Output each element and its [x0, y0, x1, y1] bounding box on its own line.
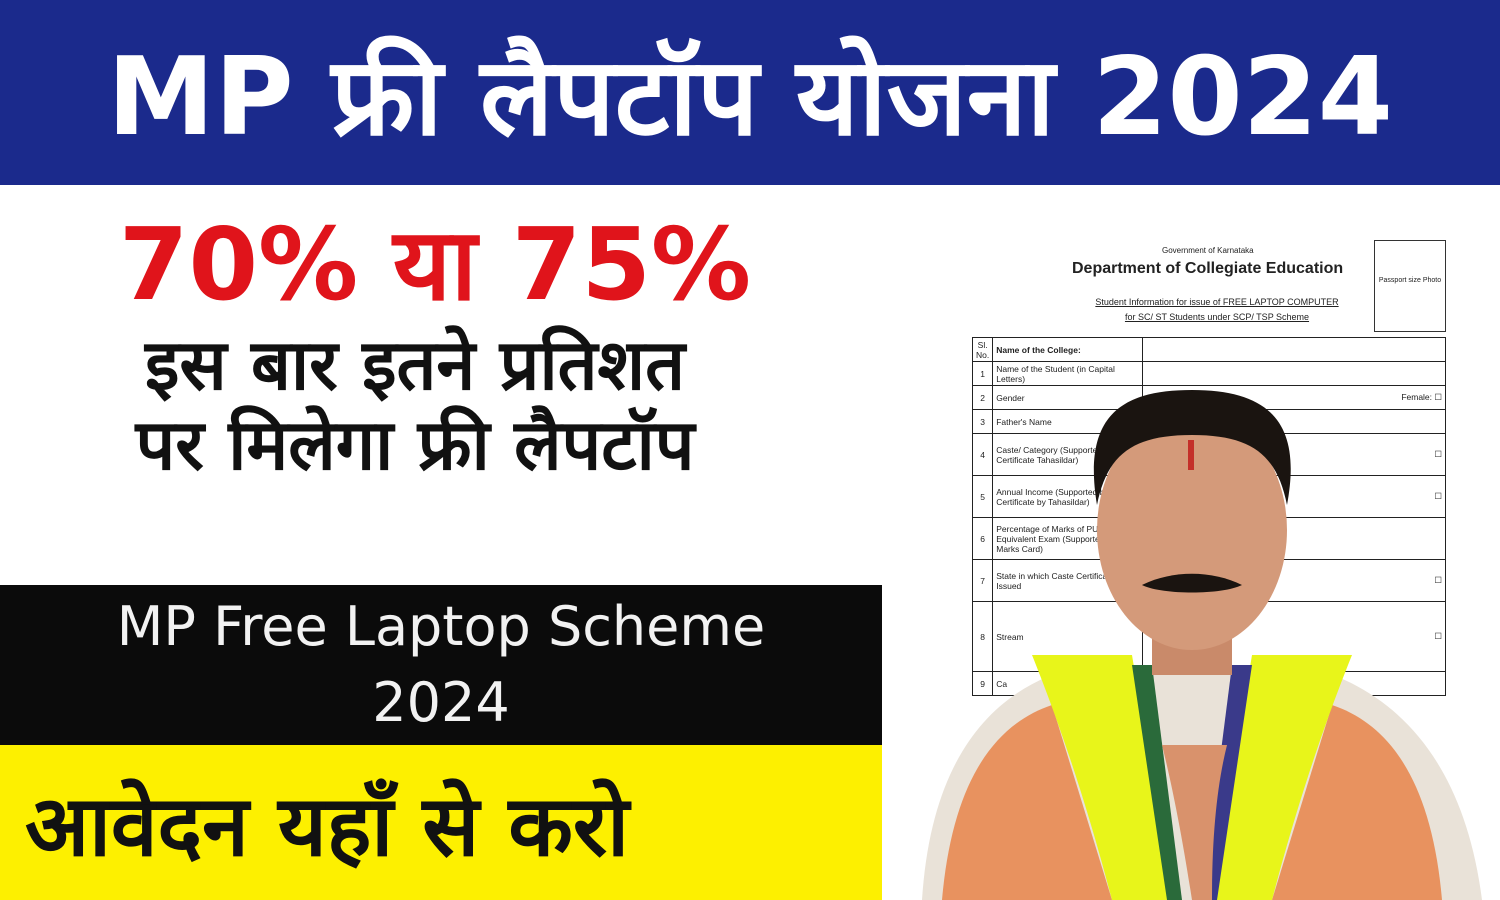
person-photo — [922, 390, 1482, 900]
form-image: Government of Karnataka Department of Co… — [882, 185, 1500, 900]
subheadline-line-2: पर मिलेगा फ्री लैपटॉप — [135, 404, 695, 486]
form-subtitle-2: for SC/ ST Students under SCP/ TSP Schem… — [1124, 312, 1310, 322]
form-subtitle-1: Student Information for issue of FREE LA… — [1095, 297, 1339, 307]
college-name-header: Name of the College: — [992, 337, 1144, 362]
row-number: 6 — [971, 517, 994, 560]
percent-headline: 70% या 75% — [118, 206, 752, 323]
form-subtitle: Student Information for issue of FREE LA… — [1062, 295, 1372, 325]
eligibility-panel: 70% या 75% इस बार इतने प्रतिशत पर मिलेगा… — [0, 185, 870, 585]
row-label: Gender — [992, 385, 1144, 410]
form-government: Government of Karnataka — [1162, 246, 1254, 255]
form-department: Department of Collegiate Education — [1072, 260, 1344, 277]
scheme-title: MP Free Laptop Scheme — [116, 595, 766, 658]
scheme-year: 2024 — [372, 671, 510, 734]
row-number: 9 — [971, 671, 994, 696]
header-banner: MP फ्री लैपटॉप योजना 2024 — [0, 0, 1500, 185]
row-label: Name of the Student (in Capital Letters) — [992, 361, 1144, 386]
passport-photo-box: Passport size Photo — [1374, 240, 1446, 332]
scheme-banner: MP Free Laptop Scheme 2024 — [0, 585, 882, 745]
apply-here-banner[interactable]: आवेदन यहाँ से करो — [0, 745, 882, 900]
page-title: MP फ्री लैपटॉप योजना 2024 — [107, 35, 1393, 160]
apply-text: आवेदन यहाँ से करो — [25, 777, 629, 875]
subheadline-line-1: इस बार इतने प्रतिशत — [144, 324, 685, 406]
